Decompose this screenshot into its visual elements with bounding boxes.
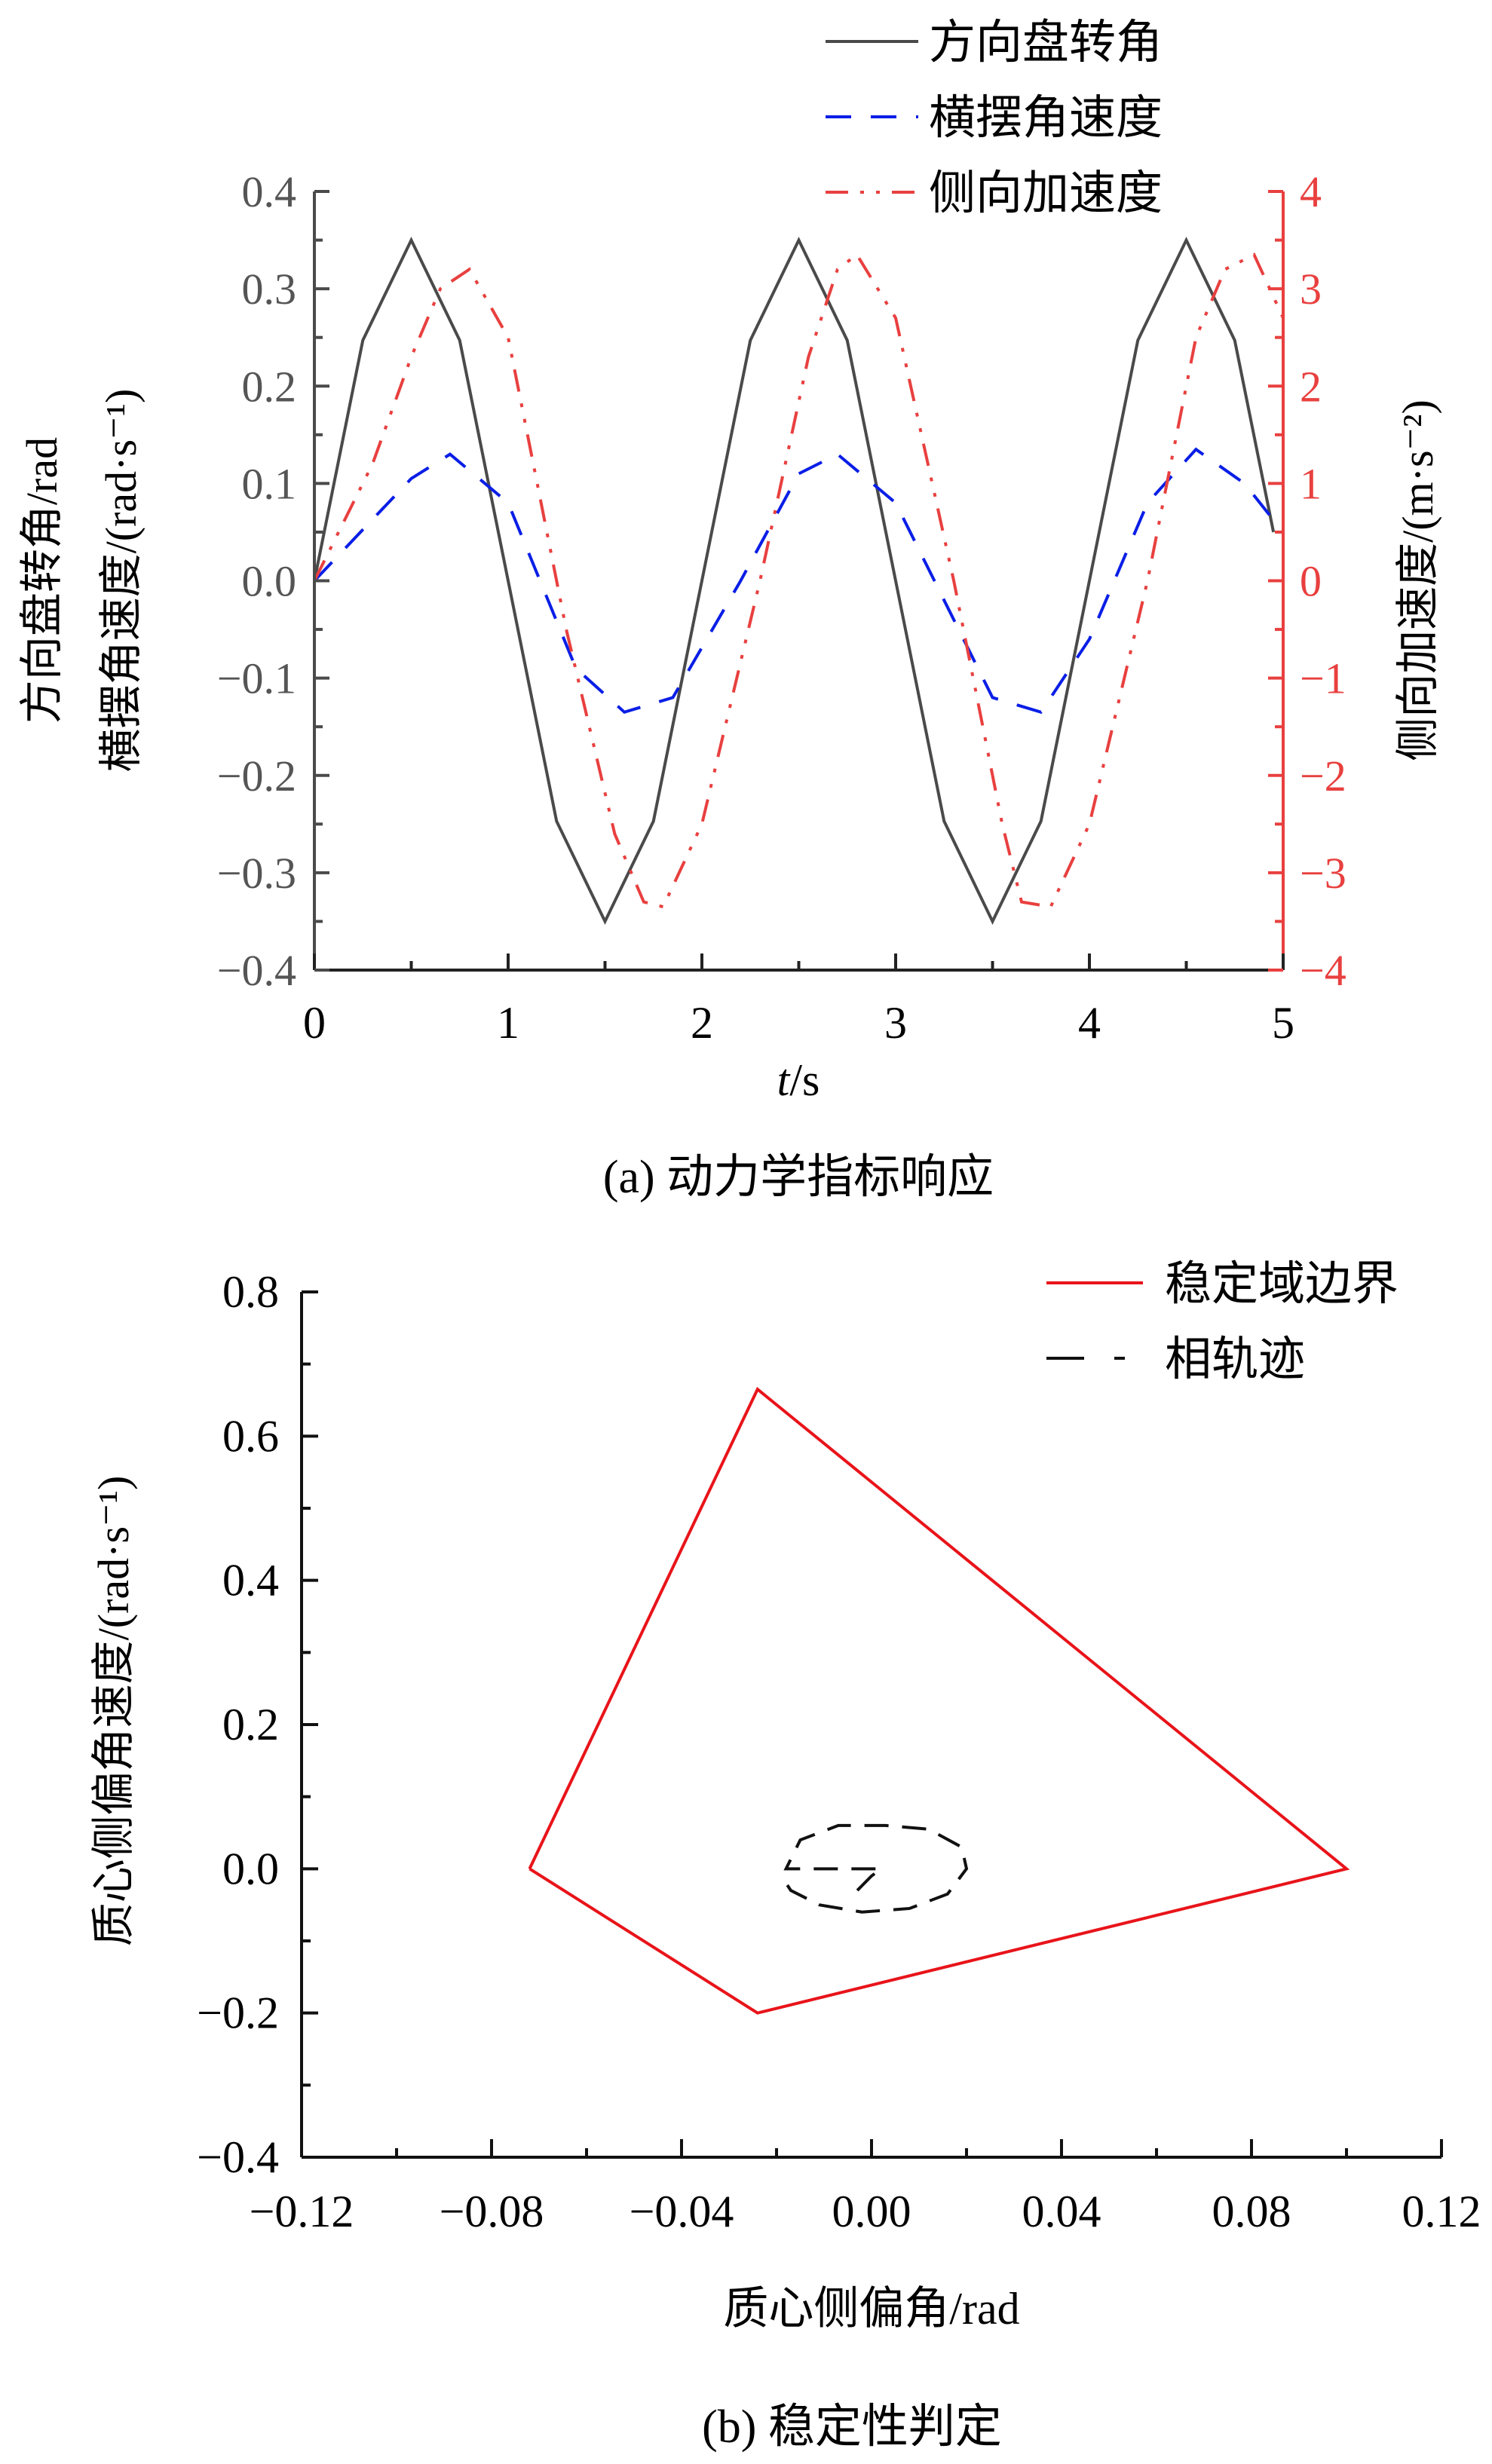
y-left-tick-label: 0.3 — [242, 265, 297, 314]
y-left-tick-label: −0.2 — [217, 751, 296, 800]
chart-a-ylabel-left-2: 横摆角速度/(rad·s⁻¹) — [97, 389, 146, 773]
y-left-tick-label: −0.4 — [217, 946, 296, 995]
y-tick-label: −0.2 — [197, 1988, 279, 2038]
y-tick-label: 0.4 — [222, 1556, 279, 1605]
x-tick-label: 4 — [1078, 998, 1101, 1048]
x-tick-label: 0.00 — [832, 2187, 911, 2236]
y-tick-label: −0.4 — [197, 2132, 279, 2182]
legend-label: 相轨迹 — [1165, 1334, 1305, 1385]
y-right-tick-label: −1 — [1300, 654, 1346, 703]
x-tick-label: −0.08 — [440, 2187, 544, 2236]
y-left-tick-label: −0.1 — [217, 654, 296, 703]
legend-label: 横摆角速度 — [929, 93, 1163, 144]
legend-label: 侧向加速度 — [929, 168, 1163, 219]
y-left-tick-label: −0.3 — [217, 849, 296, 898]
x-tick-label: 0.12 — [1402, 2187, 1481, 2236]
chart-b: −0.12 −0.08 −0.04 0.00 0.04 0.08 0.12 0.8 0.6 0.4… — [197, 1259, 1481, 2236]
y-left-tick-label: 0.1 — [242, 459, 297, 508]
y-left-tick-label: 0.2 — [242, 362, 297, 411]
series-line-0 — [528, 1386, 1350, 2015]
y-right-tick-label: 0 — [1300, 557, 1322, 606]
y-right-tick-label: −3 — [1300, 849, 1346, 898]
series-line-1 — [313, 447, 1285, 715]
y-left-tick-label: 0.0 — [242, 557, 297, 606]
x-tick-label: 1 — [497, 998, 519, 1048]
chart-b-ylabel: 质心侧偏角速度/(rad·s⁻¹) — [89, 1476, 138, 1947]
legend-label: 方向盘转角 — [929, 17, 1163, 69]
y-right-tick-label: 3 — [1300, 265, 1322, 314]
y-tick-label: 0.0 — [222, 1844, 279, 1893]
x-tick-label: 0 — [303, 998, 326, 1048]
y-right-tick-label: 1 — [1300, 459, 1322, 508]
y-right-tick-label: 4 — [1300, 167, 1322, 216]
chart-b-xlabel: 质心侧偏角/rad — [723, 2284, 1019, 2334]
y-left-tick-label: 0.4 — [242, 167, 297, 216]
x-tick-label: −0.12 — [250, 2187, 354, 2236]
x-tick-label: −0.04 — [630, 2187, 734, 2236]
y-right-tick-label: −2 — [1300, 751, 1346, 800]
y-tick-label: 0.6 — [222, 1411, 279, 1461]
y-right-tick-label: 2 — [1300, 362, 1322, 411]
series-line-1 — [783, 1823, 969, 1914]
chart-a-xlabel: t/s — [777, 1055, 820, 1105]
chart-a-caption: (a) 动力学指标响应 — [603, 1152, 994, 1203]
chart-a-ylabel-right: 侧向加速度/(m·s⁻²) — [1393, 399, 1442, 761]
series-line-0 — [313, 236, 1276, 926]
y-tick-label: 0.2 — [222, 1700, 279, 1749]
chart-b-caption: (b) 稳定性判定 — [702, 2401, 1002, 2453]
y-right-tick-label: −4 — [1300, 946, 1346, 995]
legend-label: 稳定域边界 — [1165, 1259, 1399, 1310]
x-tick-label: 3 — [884, 998, 907, 1048]
x-tick-label: 5 — [1272, 998, 1294, 1048]
chart-a-ylabel-left-1: 方向盘转角/rad — [17, 437, 66, 724]
x-tick-label: 0.04 — [1022, 2187, 1101, 2236]
y-tick-label: 0.8 — [222, 1267, 279, 1317]
chart-a: 0 1 2 3 4 5 0.4 0.3 0.2 0.1 0.0 −0.1 −0.2 −0.3 −0.4 4 3 2… — [217, 17, 1346, 1048]
x-tick-label: 0.08 — [1212, 2187, 1291, 2236]
x-tick-label: 2 — [691, 998, 713, 1048]
series-line-2 — [313, 253, 1285, 909]
